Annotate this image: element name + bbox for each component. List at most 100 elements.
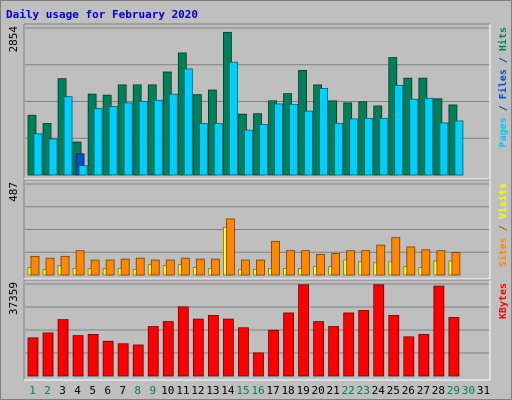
x-tick-label: 9 <box>149 384 156 397</box>
legend-entry: Sites <box>497 237 509 267</box>
bar-kbytes-day-23 <box>358 310 370 377</box>
bar-pages-day-8 <box>138 100 148 176</box>
x-tick-label: 8 <box>134 384 141 397</box>
bar-sites-day-25 <box>391 237 401 276</box>
bar-sites-day-5 <box>90 259 100 276</box>
bar-pages-day-10 <box>168 93 178 176</box>
x-tick-label: 3 <box>59 384 66 397</box>
bar-kbytes-day-20 <box>313 321 325 377</box>
bar-sites-day-28 <box>436 250 446 276</box>
x-tick-label: 22 <box>342 384 355 397</box>
bar-kbytes-day-21 <box>328 326 340 377</box>
y-max-label: 37359 <box>7 282 20 315</box>
x-tick-label: 7 <box>119 384 126 397</box>
panel-kbytes: 37359 KBytes <box>7 279 509 381</box>
bar-pages-day-19 <box>304 110 313 176</box>
bar-sites-day-3 <box>60 255 70 276</box>
bar-sites-day-1 <box>30 255 40 276</box>
bar-pages-day-16 <box>259 124 268 176</box>
bar-kbytes-day-10 <box>162 321 174 377</box>
bar-pages-day-23 <box>364 117 374 176</box>
chart-title: Daily usage for February 2020 <box>6 8 199 21</box>
x-axis: 1 2 3 4 5 6 7 8 9 10 11 12 13 14 15 16 17 18 19 20 21 22 23 24 2… <box>29 384 490 397</box>
bar-pages-day-24 <box>379 117 389 176</box>
panel-sites-visits: 487 Sites / Visits <box>7 179 509 280</box>
bar-sites-day-9 <box>150 259 160 276</box>
x-tick-label: 14 <box>221 384 235 397</box>
bar-pages-day-9 <box>153 99 163 176</box>
bar-pages-day-14 <box>229 61 238 176</box>
bar-sites-day-10 <box>165 259 175 276</box>
x-tick-label: 10 <box>161 384 174 397</box>
bar-pages-day-6 <box>108 106 118 176</box>
x-tick-label: 15 <box>236 384 249 397</box>
x-tick-label: 16 <box>251 384 264 397</box>
bar-kbytes-day-6 <box>102 340 114 377</box>
bar-kbytes-day-14 <box>223 318 234 377</box>
bar-sites-day-20 <box>316 254 326 276</box>
legend-entry: / <box>498 219 509 237</box>
bar-kbytes-day-2 <box>42 332 54 377</box>
bar-pages-day-5 <box>93 108 103 176</box>
x-tick-label: 30 <box>462 384 475 397</box>
legend-label: Pages / Files / Hits <box>497 27 509 147</box>
bar-sites-day-27 <box>421 249 431 276</box>
bar-kbytes-day-27 <box>418 333 430 377</box>
x-tick-label: 31 <box>477 384 490 397</box>
x-tick-label: 28 <box>432 384 445 397</box>
bar-sites-day-6 <box>105 259 115 276</box>
bar-pages-day-2 <box>48 138 58 176</box>
bar-kbytes-day-4 <box>72 335 84 377</box>
bar-kbytes-day-12 <box>192 318 204 377</box>
x-tick-label: 27 <box>417 384 430 397</box>
bar-sites-day-13 <box>210 258 220 276</box>
bar-pages-day-11 <box>183 68 193 176</box>
legend-entry: Files <box>497 69 509 99</box>
x-tick-label: 24 <box>372 384 386 397</box>
bar-sites-day-26 <box>406 246 416 276</box>
bar-sites-day-7 <box>120 258 130 276</box>
x-tick-label: 2 <box>44 384 51 397</box>
x-tick-label: 12 <box>191 384 204 397</box>
bar-sites-day-8 <box>135 257 145 276</box>
x-tick-label: 23 <box>357 384 370 397</box>
legend-entry: KBytes <box>498 283 509 319</box>
bar-kbytes-day-25 <box>388 315 400 377</box>
bar-sites-day-23 <box>361 250 371 276</box>
bar-pages-day-29 <box>454 120 464 176</box>
bar-kbytes-day-1 <box>27 337 39 377</box>
bar-pages-day-20 <box>319 88 329 176</box>
bar-sites-day-16 <box>256 259 265 276</box>
x-tick-label: 4 <box>74 384 81 397</box>
bar-pages-day-21 <box>334 123 344 176</box>
bar-sites-day-11 <box>180 257 190 276</box>
bar-pages-day-4 <box>78 165 88 176</box>
bar-pages-day-15 <box>244 129 253 176</box>
bar-kbytes-day-26 <box>403 336 415 377</box>
x-tick-label: 6 <box>104 384 111 397</box>
x-tick-label: 21 <box>327 384 340 397</box>
bar-pages-day-1 <box>33 133 43 176</box>
bar-sites-day-4 <box>75 250 85 276</box>
y-max-label: 2854 <box>7 26 20 53</box>
bar-pages-day-3 <box>63 96 73 176</box>
bar-sites-day-12 <box>195 258 205 276</box>
x-tick-label: 11 <box>176 384 189 397</box>
bar-sites-day-18 <box>286 250 295 276</box>
x-tick-label: 19 <box>296 384 309 397</box>
bar-kbytes-day-8 <box>132 344 144 377</box>
bar-sites-day-24 <box>376 244 386 276</box>
bar-kbytes-day-16 <box>253 352 264 377</box>
x-tick-label: 29 <box>447 384 460 397</box>
bar-kbytes-day-17 <box>268 329 279 377</box>
y-max-label: 487 <box>7 182 20 202</box>
bar-sites-day-29 <box>451 252 461 276</box>
bar-pages-day-22 <box>349 118 359 176</box>
bar-kbytes-day-22 <box>343 312 355 377</box>
bar-pages-day-27 <box>424 97 434 176</box>
bar-pages-day-18 <box>289 104 298 176</box>
bar-kbytes-day-28 <box>433 285 445 377</box>
x-tick-label: 1 <box>29 384 36 397</box>
